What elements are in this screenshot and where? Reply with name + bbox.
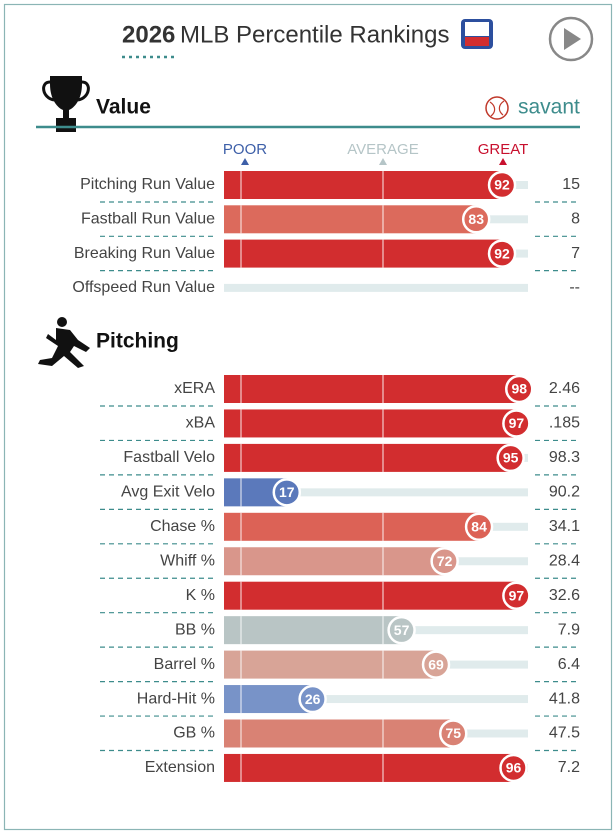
percentile-badge bbox=[502, 581, 531, 610]
row-stat: 6.4 bbox=[558, 656, 580, 673]
percentile-label: 92 bbox=[494, 177, 510, 193]
bar bbox=[224, 719, 454, 748]
row-label: Fastball Velo bbox=[123, 449, 215, 466]
bar bbox=[224, 205, 477, 234]
row-stat: .185 bbox=[549, 415, 580, 432]
savant-logo bbox=[485, 96, 509, 120]
percentile-label: 69 bbox=[428, 656, 444, 672]
row-stat: -- bbox=[569, 279, 580, 296]
percentile-badge bbox=[298, 684, 327, 714]
percentile-label: 26 bbox=[305, 691, 321, 707]
row-stat: 2.46 bbox=[549, 380, 580, 397]
scale-marker bbox=[241, 158, 249, 165]
scale-label: GREAT bbox=[478, 141, 529, 158]
row-label: K % bbox=[186, 587, 215, 604]
row-label: Hard-Hit % bbox=[137, 690, 215, 707]
play-button[interactable] bbox=[548, 16, 594, 62]
percentile-label: 97 bbox=[509, 415, 525, 431]
row-stat: 41.8 bbox=[549, 690, 580, 707]
percentile-label: 17 bbox=[279, 484, 295, 500]
row-label: Offspeed Run Value bbox=[72, 279, 215, 296]
percentile-badge bbox=[505, 374, 534, 404]
percentile-label: 96 bbox=[506, 760, 522, 776]
percentile-label: 97 bbox=[509, 587, 525, 603]
percentile-badge bbox=[487, 170, 517, 200]
row-label: Fastball Run Value bbox=[81, 211, 215, 228]
percentile-badge bbox=[487, 239, 517, 268]
row-stat: 7 bbox=[571, 245, 580, 262]
percentile-badge bbox=[461, 205, 491, 234]
percentile-badge bbox=[421, 650, 451, 679]
title-year: 2026 bbox=[122, 21, 175, 48]
row-label: Extension bbox=[145, 759, 215, 776]
brand: savant bbox=[518, 96, 580, 119]
percentile-label: 72 bbox=[437, 553, 453, 569]
track bbox=[224, 283, 528, 292]
row-stat: 47.5 bbox=[549, 725, 580, 742]
scale-label: POOR bbox=[223, 141, 267, 158]
row-label: xERA bbox=[174, 380, 215, 397]
row-stat: 28.4 bbox=[549, 552, 580, 569]
percentile-badge bbox=[439, 719, 468, 748]
bar bbox=[224, 650, 437, 679]
row-stat: 90.2 bbox=[549, 484, 580, 501]
bar bbox=[224, 239, 503, 268]
percentile-badge bbox=[496, 443, 525, 473]
row-label: Avg Exit Velo bbox=[121, 484, 215, 501]
percentile-label: 98 bbox=[511, 381, 527, 397]
bar bbox=[224, 753, 514, 782]
vs-icon bbox=[461, 19, 493, 49]
row-label: Breaking Run Value bbox=[74, 245, 215, 262]
bar bbox=[224, 581, 517, 610]
row-stat: 8 bbox=[571, 211, 580, 228]
percentile-label: 84 bbox=[471, 519, 487, 535]
row-stat: 32.6 bbox=[549, 587, 580, 604]
bar bbox=[224, 685, 313, 714]
percentile-label: 83 bbox=[468, 211, 484, 227]
percentile-badge bbox=[499, 753, 528, 783]
percentile-badge bbox=[387, 615, 416, 645]
title: MLB Percentile Rankings bbox=[180, 21, 449, 48]
bar bbox=[224, 375, 520, 403]
row-stat: 7.9 bbox=[558, 621, 580, 638]
row-label: Barrel % bbox=[154, 656, 215, 673]
row-label: BB % bbox=[175, 621, 215, 638]
percentile-label: 95 bbox=[503, 450, 519, 466]
bar bbox=[224, 547, 445, 576]
section-title: Pitching bbox=[96, 330, 179, 353]
row-stat: 15 bbox=[562, 176, 580, 193]
bar bbox=[224, 443, 511, 472]
scale-marker bbox=[379, 158, 387, 165]
row-stat: 98.3 bbox=[549, 449, 580, 466]
row-label: Whiff % bbox=[160, 552, 215, 569]
percentile-badge bbox=[502, 409, 531, 438]
percentile-label: 92 bbox=[494, 245, 510, 261]
percentile-label: 57 bbox=[394, 622, 410, 638]
trophy-icon bbox=[42, 76, 90, 132]
scale-marker bbox=[499, 158, 507, 165]
scale-label: AVERAGE bbox=[347, 141, 418, 158]
bar bbox=[224, 512, 480, 541]
row-stat: 7.2 bbox=[558, 759, 580, 776]
row-label: GB % bbox=[173, 725, 215, 742]
track bbox=[224, 488, 528, 497]
bar bbox=[224, 409, 517, 438]
percentile-badge bbox=[272, 478, 302, 507]
section-title: Value bbox=[96, 96, 151, 119]
bar bbox=[224, 616, 402, 645]
row-stat: 34.1 bbox=[549, 518, 580, 535]
track bbox=[224, 695, 528, 704]
percentile-badge bbox=[464, 512, 494, 542]
percentile-label: 75 bbox=[445, 725, 461, 741]
bar bbox=[224, 171, 503, 199]
row-label: Pitching Run Value bbox=[80, 176, 215, 193]
percentile-badge bbox=[430, 547, 459, 576]
pitcher-icon bbox=[38, 317, 90, 368]
row-label: xBA bbox=[186, 415, 216, 432]
row-label: Chase % bbox=[150, 518, 215, 535]
